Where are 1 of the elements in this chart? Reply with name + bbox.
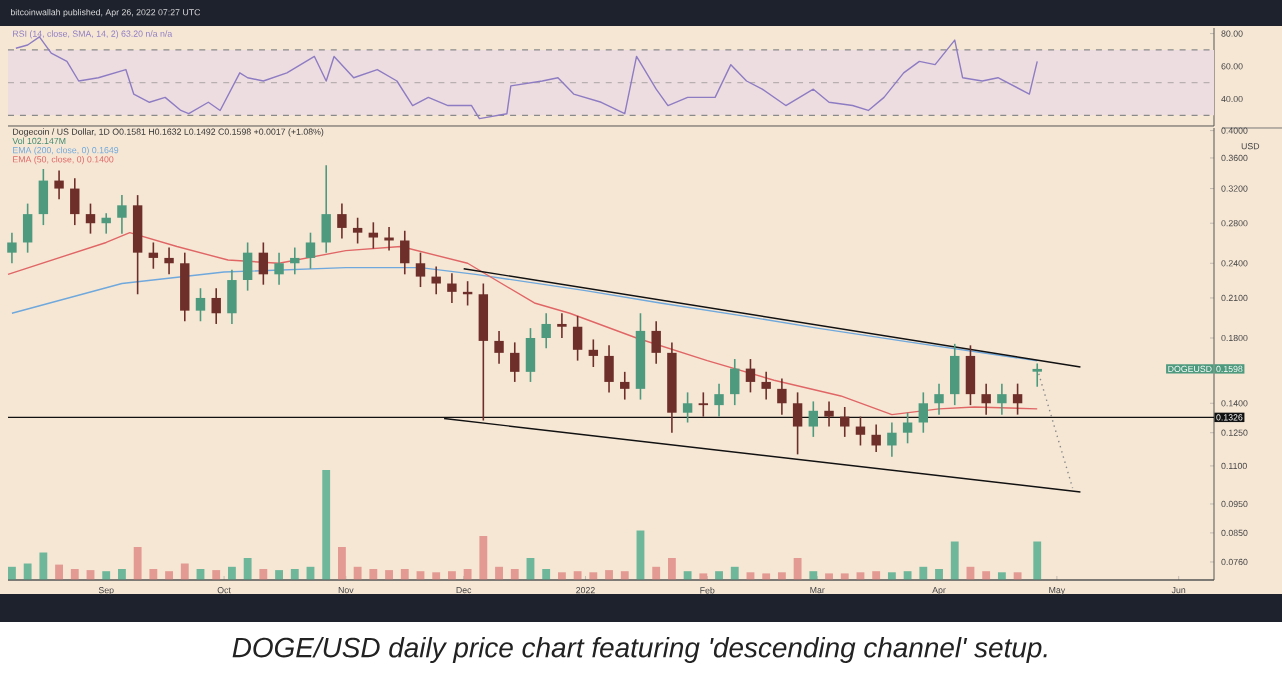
- text: DOGE/USD daily price chart featuring 'descending channel' setup.: [232, 636, 1047, 663]
